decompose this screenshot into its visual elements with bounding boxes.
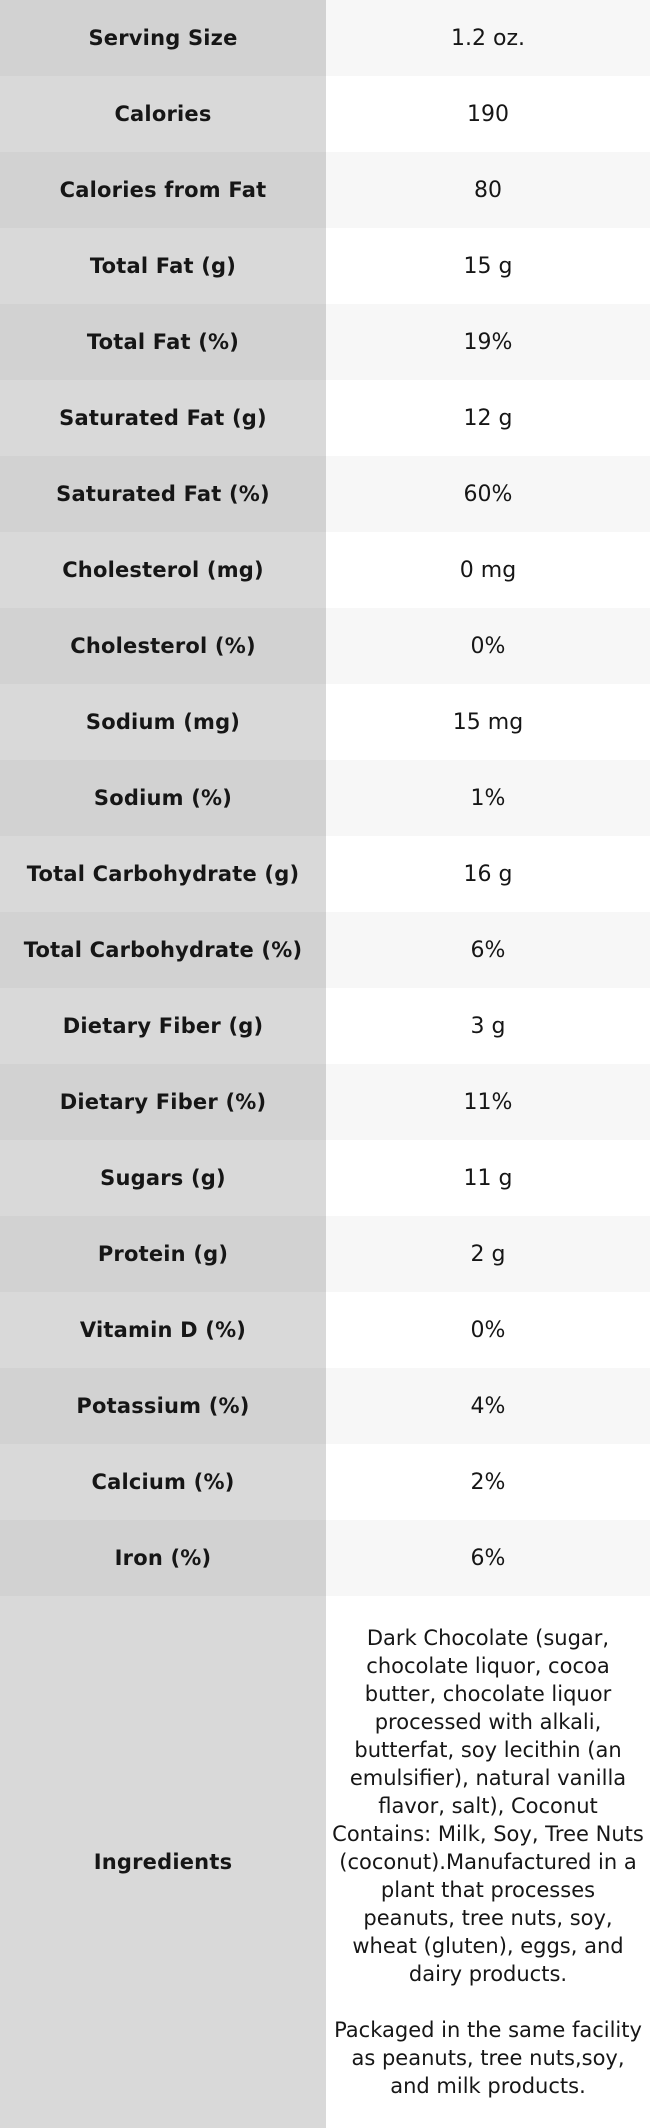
nutrient-value: 1.2 oz. <box>326 0 650 76</box>
nutrient-label: Total Carbohydrate (g) <box>0 836 326 912</box>
nutrient-value: 1% <box>326 760 650 836</box>
nutrient-label: Protein (g) <box>0 1216 326 1292</box>
table-row: Sodium (mg) 15 mg <box>0 684 650 760</box>
nutrient-label: Sugars (g) <box>0 1140 326 1216</box>
nutrient-value: 2% <box>326 1444 650 1520</box>
nutrient-label: Saturated Fat (%) <box>0 456 326 532</box>
table-row: Cholesterol (%) 0% <box>0 608 650 684</box>
table-row: Serving Size 1.2 oz. <box>0 0 650 76</box>
nutrient-label: Potassium (%) <box>0 1368 326 1444</box>
table-row: Calories from Fat 80 <box>0 152 650 228</box>
nutrient-label: Sodium (%) <box>0 760 326 836</box>
nutrient-label: Total Fat (g) <box>0 228 326 304</box>
nutrient-value: 0% <box>326 1292 650 1368</box>
nutrient-label: Saturated Fat (g) <box>0 380 326 456</box>
nutrient-value: 2 g <box>326 1216 650 1292</box>
table-row: Total Fat (%) 19% <box>0 304 650 380</box>
table-row: Iron (%) 6% <box>0 1520 650 1596</box>
nutrient-label: Calcium (%) <box>0 1444 326 1520</box>
ingredients-row: Ingredients Dark Chocolate (sugar, choco… <box>0 1596 650 2128</box>
table-row: Protein (g) 2 g <box>0 1216 650 1292</box>
nutrient-label: Total Carbohydrate (%) <box>0 912 326 988</box>
nutrient-value: 15 mg <box>326 684 650 760</box>
nutrient-value: 3 g <box>326 988 650 1064</box>
table-row: Dietary Fiber (g) 3 g <box>0 988 650 1064</box>
table-row: Potassium (%) 4% <box>0 1368 650 1444</box>
table-row: Calcium (%) 2% <box>0 1444 650 1520</box>
table-row: Vitamin D (%) 0% <box>0 1292 650 1368</box>
nutrient-label: Dietary Fiber (g) <box>0 988 326 1064</box>
nutrient-value: 16 g <box>326 836 650 912</box>
table-row: Total Carbohydrate (%) 6% <box>0 912 650 988</box>
nutrient-value: 12 g <box>326 380 650 456</box>
nutrient-value: 6% <box>326 912 650 988</box>
table-row: Cholesterol (mg) 0 mg <box>0 532 650 608</box>
nutrient-label: Cholesterol (%) <box>0 608 326 684</box>
table-row: Dietary Fiber (%) 11% <box>0 1064 650 1140</box>
nutrient-label: Vitamin D (%) <box>0 1292 326 1368</box>
nutrient-value: 15 g <box>326 228 650 304</box>
nutrient-value: 190 <box>326 76 650 152</box>
nutrient-value: 19% <box>326 304 650 380</box>
table-row: Calories 190 <box>0 76 650 152</box>
nutrient-label: Calories from Fat <box>0 152 326 228</box>
nutrient-label: Cholesterol (mg) <box>0 532 326 608</box>
table-row: Saturated Fat (%) 60% <box>0 456 650 532</box>
nutrient-label: Iron (%) <box>0 1520 326 1596</box>
table-row: Sodium (%) 1% <box>0 760 650 836</box>
nutrient-label: Serving Size <box>0 0 326 76</box>
table-row: Sugars (g) 11 g <box>0 1140 650 1216</box>
nutrient-value: 60% <box>326 456 650 532</box>
ingredients-label: Ingredients <box>0 1596 326 2128</box>
nutrient-label: Dietary Fiber (%) <box>0 1064 326 1140</box>
nutrient-value: 4% <box>326 1368 650 1444</box>
nutrient-label: Total Fat (%) <box>0 304 326 380</box>
table-row: Saturated Fat (g) 12 g <box>0 380 650 456</box>
nutrient-value: 0 mg <box>326 532 650 608</box>
nutrient-value: 11 g <box>326 1140 650 1216</box>
nutrient-value: 6% <box>326 1520 650 1596</box>
nutrient-label: Calories <box>0 76 326 152</box>
nutrient-value: 11% <box>326 1064 650 1140</box>
table-row: Total Carbohydrate (g) 16 g <box>0 836 650 912</box>
table-row: Total Fat (g) 15 g <box>0 228 650 304</box>
nutrient-label: Sodium (mg) <box>0 684 326 760</box>
ingredients-text: Dark Chocolate (sugar, chocolate liquor,… <box>326 1596 650 2128</box>
nutrient-value: 80 <box>326 152 650 228</box>
nutrient-value: 0% <box>326 608 650 684</box>
